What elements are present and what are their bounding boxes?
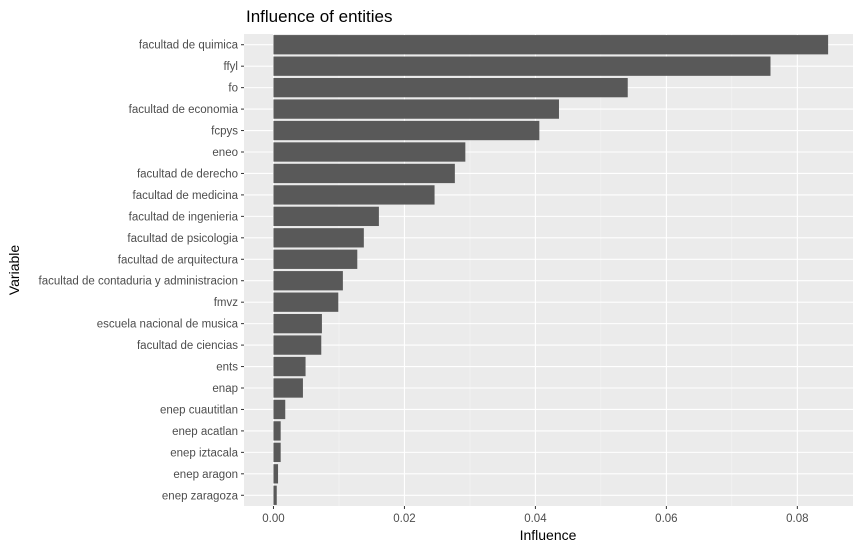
y-tick-label: facultad de quimica bbox=[139, 40, 239, 52]
chart-title: Influence of entities bbox=[246, 7, 392, 26]
bar bbox=[273, 399, 286, 420]
y-tick-label: enep cuautitlan bbox=[160, 404, 238, 416]
bar bbox=[273, 163, 455, 184]
y-tick-label: enep acatlan bbox=[172, 426, 238, 438]
bar bbox=[273, 142, 466, 162]
bar bbox=[273, 206, 379, 227]
category-labels: facultad de quimica ffyl fo facultad de eco… bbox=[39, 40, 244, 502]
bar bbox=[273, 249, 358, 269]
bar bbox=[273, 313, 322, 334]
bar bbox=[273, 485, 277, 505]
bar bbox=[273, 421, 281, 441]
y-tick-label: facultad de arquitectura bbox=[118, 254, 239, 266]
bar bbox=[273, 77, 628, 98]
x-tick-label: 0.08 bbox=[786, 513, 808, 525]
bar bbox=[273, 56, 771, 76]
y-tick-label: fo bbox=[228, 83, 238, 95]
y-tick-label: facultad de ciencias bbox=[137, 340, 238, 352]
x-tick-label: 0.02 bbox=[393, 513, 415, 525]
y-tick-label: facultad de ingenieria bbox=[129, 211, 239, 223]
y-tick-label: ents bbox=[216, 362, 238, 374]
y-tick-label: fmvz bbox=[214, 297, 239, 309]
y-tick-label: ffyl bbox=[224, 61, 239, 73]
bar bbox=[273, 185, 435, 205]
y-tick-label: fcpys bbox=[211, 126, 238, 138]
bar bbox=[273, 271, 343, 291]
y-tick-label: facultad de contaduria y administracion bbox=[39, 276, 238, 288]
bar bbox=[273, 378, 303, 398]
x-axis-ticks: 0.00 0.02 0.04 0.06 0.08 bbox=[262, 506, 809, 525]
bar bbox=[273, 99, 559, 119]
y-tick-label: enep iztacala bbox=[170, 447, 238, 459]
bar bbox=[273, 120, 540, 141]
bars bbox=[273, 35, 829, 505]
y-tick-label: facultad de economia bbox=[129, 104, 239, 116]
x-axis-title: Influence bbox=[520, 527, 577, 543]
y-tick-label: facultad de psicologia bbox=[127, 233, 238, 245]
y-tick-label: enep aragon bbox=[173, 469, 238, 481]
bar bbox=[273, 442, 281, 463]
y-axis-title: Variable bbox=[6, 245, 22, 296]
y-tick-label: facultad de medicina bbox=[133, 190, 239, 202]
bar bbox=[273, 35, 829, 55]
bar bbox=[273, 228, 364, 248]
bar bbox=[273, 292, 339, 312]
x-tick-label: 0.00 bbox=[262, 513, 284, 525]
bar bbox=[273, 335, 322, 355]
y-tick-label: enep zaragoza bbox=[162, 490, 239, 502]
y-tick-label: facultad de derecho bbox=[137, 168, 238, 180]
x-tick-label: 0.04 bbox=[524, 513, 547, 525]
y-tick-label: enap bbox=[212, 383, 238, 395]
bar bbox=[273, 356, 306, 377]
x-tick-label: 0.06 bbox=[655, 513, 677, 525]
y-tick-label: escuela nacional de musica bbox=[97, 319, 239, 331]
bar bbox=[273, 464, 279, 484]
y-tick-label: eneo bbox=[212, 147, 238, 159]
